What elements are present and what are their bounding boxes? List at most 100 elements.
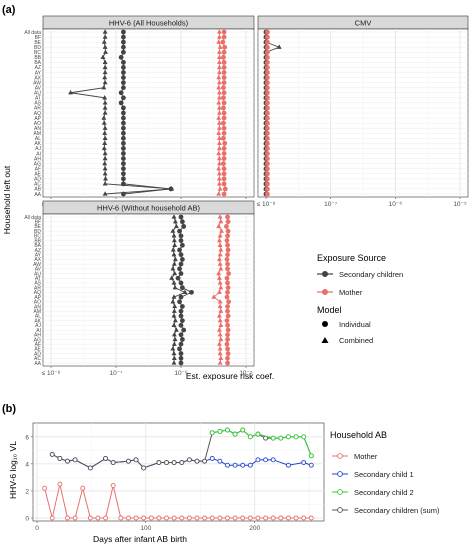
data-point xyxy=(216,160,222,166)
data-point xyxy=(216,39,222,44)
data-point xyxy=(121,59,126,65)
facet-title: HHV-6 (All Households) xyxy=(109,19,189,28)
data-point xyxy=(225,247,231,253)
data-point xyxy=(121,135,126,141)
data-point xyxy=(221,100,227,106)
data-point xyxy=(80,485,86,491)
data-point xyxy=(225,266,230,272)
data-point xyxy=(216,59,222,65)
data-point xyxy=(225,304,230,309)
data-point xyxy=(121,161,126,167)
data-point xyxy=(171,515,177,521)
data-point xyxy=(57,456,63,461)
data-point xyxy=(264,160,270,166)
y-tick-label: AN xyxy=(34,126,41,132)
data-point xyxy=(102,155,108,161)
y-tick-label: BF xyxy=(35,35,41,41)
series-secondary-children-combined xyxy=(68,29,175,196)
data-point xyxy=(216,120,222,125)
y-tick-label: AZ xyxy=(35,248,41,254)
panel-hhv6-all-households: HHV-6 (All Households)≤ 10⁻⁸10⁻⁷10⁻⁶10⁻⁵… xyxy=(24,15,255,208)
data-point xyxy=(178,271,184,276)
panel-a-label: (a) xyxy=(2,4,16,16)
y-tick-label: AK xyxy=(34,141,41,147)
legend-marker xyxy=(337,471,343,477)
data-point xyxy=(102,95,108,100)
data-point xyxy=(170,247,176,252)
data-point xyxy=(57,481,63,487)
legend-item-secondary-child-2: Secondary child 2 xyxy=(332,488,414,497)
data-point xyxy=(224,238,230,243)
data-point xyxy=(121,95,126,101)
data-point xyxy=(194,515,200,521)
x-tick-label: 10⁻⁶ xyxy=(389,201,403,208)
y-tick-label: AE xyxy=(34,347,41,353)
y-tick-label: AV xyxy=(35,267,42,273)
data-point xyxy=(264,125,270,130)
y-tick-label: AL xyxy=(35,314,41,320)
data-point xyxy=(264,140,270,146)
data-point xyxy=(216,145,222,151)
data-point xyxy=(217,346,223,351)
data-point xyxy=(264,176,270,181)
data-point xyxy=(170,346,176,351)
data-point xyxy=(216,191,222,196)
data-point xyxy=(171,294,177,299)
data-point xyxy=(247,515,253,521)
data-point xyxy=(216,223,222,229)
data-point xyxy=(225,313,231,319)
data-point xyxy=(218,247,224,252)
data-point xyxy=(225,337,230,342)
data-point xyxy=(255,515,261,521)
data-point xyxy=(209,430,215,436)
legend-item-combined: Combined xyxy=(321,336,373,345)
legend-marker-secondary-children xyxy=(322,271,328,277)
data-point xyxy=(102,69,108,75)
y-tick-label: AR xyxy=(34,285,41,291)
data-point xyxy=(171,341,177,346)
data-point xyxy=(156,515,162,521)
data-point xyxy=(216,275,222,280)
data-point xyxy=(225,233,230,239)
legend-item-secondary-children-sum: Secondary children (sum) xyxy=(332,506,440,515)
y-tick-label: AD xyxy=(34,351,41,357)
data-point xyxy=(101,145,107,151)
y-tick-label: AH xyxy=(34,156,41,162)
facet-title: CMV xyxy=(355,19,372,28)
data-point xyxy=(224,294,230,300)
data-point xyxy=(221,125,227,131)
data-point xyxy=(216,79,222,85)
data-point xyxy=(121,146,126,151)
y-tick-label: AZ xyxy=(35,65,41,71)
data-point xyxy=(264,54,270,59)
data-point xyxy=(172,317,178,323)
data-point xyxy=(216,135,222,140)
data-point xyxy=(178,308,184,314)
data-point xyxy=(221,156,227,161)
data-point xyxy=(301,460,307,465)
data-point xyxy=(225,252,230,258)
data-point xyxy=(264,34,270,39)
y-tick-label: AQ xyxy=(34,111,41,117)
data-point xyxy=(226,299,232,305)
data-point xyxy=(101,115,107,120)
data-point xyxy=(224,341,230,347)
data-point xyxy=(148,515,154,521)
data-point xyxy=(121,39,126,45)
data-point xyxy=(101,84,107,90)
y-tick-label: 0 xyxy=(25,516,29,523)
y-tick-label: AG xyxy=(34,337,41,343)
data-point xyxy=(221,151,227,156)
data-point xyxy=(222,44,228,50)
data-point xyxy=(220,39,226,45)
data-point xyxy=(221,59,227,65)
legend-item-individual: Individual xyxy=(322,320,371,329)
x-tick-label: 0 xyxy=(35,525,39,532)
data-point xyxy=(102,29,108,34)
data-point xyxy=(225,346,230,352)
data-point xyxy=(232,515,238,521)
data-point xyxy=(156,460,162,465)
data-point xyxy=(49,515,55,521)
y-tick-label: BB xyxy=(34,238,41,244)
data-point xyxy=(102,181,108,186)
